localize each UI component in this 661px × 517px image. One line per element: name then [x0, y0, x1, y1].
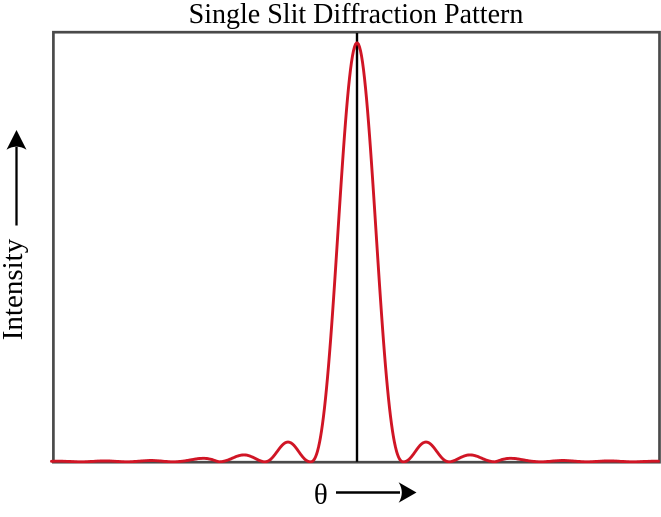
svg-text:θ: θ: [314, 479, 328, 511]
svg-text:Intensity: Intensity: [0, 238, 29, 340]
svg-text:Single Slit Diffraction Patter: Single Slit Diffraction Pattern: [189, 0, 524, 30]
